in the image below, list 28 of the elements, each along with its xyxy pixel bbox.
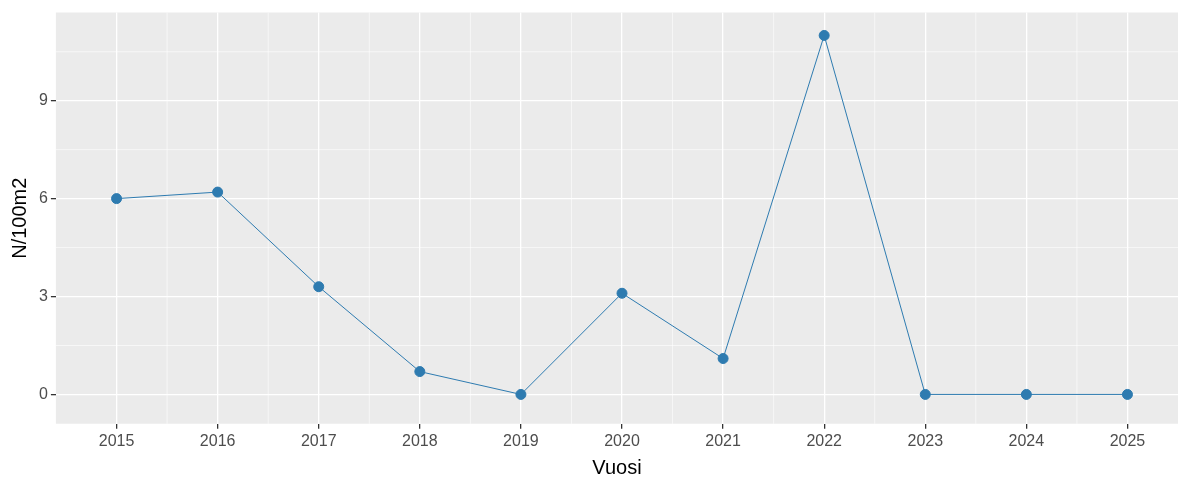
point — [212, 186, 224, 198]
x-tick-label: 2025 — [1109, 431, 1146, 449]
x-tick-label: 2022 — [806, 431, 843, 449]
x-tick-label: 2018 — [402, 431, 438, 449]
x-tick-label: 2023 — [907, 431, 944, 449]
x-tick-label: 2019 — [503, 431, 539, 449]
x-tick-label: 2015 — [98, 431, 135, 449]
y-tick-label: 3 — [38, 286, 48, 304]
x-tick-label: 2017 — [300, 431, 337, 449]
point — [1121, 388, 1133, 400]
x-tick-label: 2021 — [705, 431, 741, 449]
y-axis-title: N/100m2 — [7, 177, 30, 259]
x-tick-label: 2016 — [199, 431, 236, 449]
y-tick-label: 9 — [38, 91, 48, 109]
point — [717, 353, 729, 365]
point — [414, 366, 426, 378]
y-tick-label: 6 — [38, 189, 48, 207]
point — [515, 388, 527, 400]
x-axis-title: Vuosi — [592, 455, 642, 478]
x-tick-label: 2020 — [604, 431, 640, 449]
x-tick-label: 2024 — [1008, 431, 1045, 449]
point — [919, 388, 931, 400]
y-tick-label: 0 — [38, 384, 48, 402]
point — [111, 193, 123, 205]
point — [313, 281, 325, 293]
point — [1020, 388, 1032, 400]
point — [616, 287, 628, 299]
point — [818, 29, 830, 41]
